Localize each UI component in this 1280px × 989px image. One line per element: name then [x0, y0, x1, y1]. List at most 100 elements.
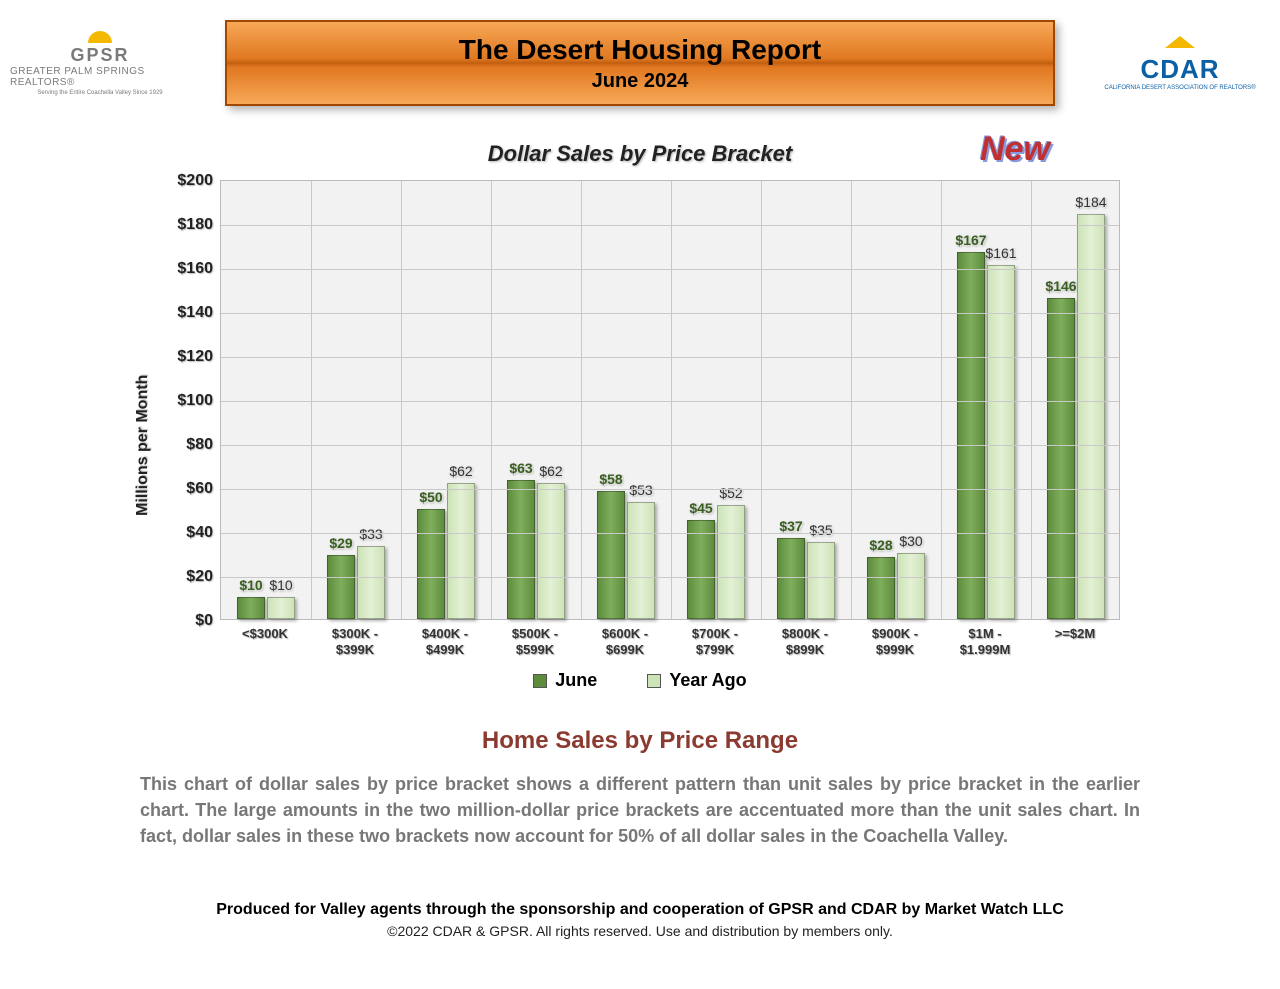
report-title: The Desert Housing Report [459, 34, 821, 66]
y-tick-label: $200 [177, 172, 221, 190]
gridline-v [1031, 181, 1032, 619]
bar-yearago [267, 597, 295, 619]
bar-label-yearago: $161 [985, 245, 1016, 261]
gpsr-logo: GPSR GREATER PALM SPRINGS REALTORS® Serv… [10, 28, 190, 98]
bar-label-june: $63 [509, 460, 532, 476]
bar-yearago [717, 505, 745, 619]
bar-label-yearago: $33 [359, 526, 382, 542]
chart-title: Dollar Sales by Price Bracket [488, 141, 793, 167]
gridline-h [221, 401, 1119, 402]
y-tick-label: $40 [186, 524, 221, 542]
bar-yearago [447, 483, 475, 619]
chart-legend: JuneYear Ago [90, 670, 1190, 691]
gridline-h [221, 357, 1119, 358]
bar-label-yearago: $184 [1075, 194, 1106, 210]
y-tick-label: $120 [177, 348, 221, 366]
gpsr-logo-sub: GREATER PALM SPRINGS REALTORS® [10, 66, 190, 88]
bar-yearago [357, 546, 385, 619]
gridline-v [401, 181, 402, 619]
x-tick-label: $800K - $899K [765, 626, 845, 659]
gridline-h [221, 445, 1119, 446]
bar-label-yearago: $30 [899, 533, 922, 549]
cdar-logo-text: CDAR [1140, 54, 1219, 85]
bar-june [597, 491, 625, 619]
gridline-v [941, 181, 942, 619]
gridline-h [221, 225, 1119, 226]
bar-label-june: $45 [689, 500, 712, 516]
bar-label-yearago: $35 [809, 522, 832, 538]
x-tick-label: $400K - $499K [405, 626, 485, 659]
cdar-tagline: CALIFORNIA DESERT ASSOCIATION OF REALTOR… [1104, 85, 1255, 91]
house-icon [1165, 36, 1195, 52]
y-tick-label: $160 [177, 260, 221, 278]
gridline-v [851, 181, 852, 619]
y-tick-label: $180 [177, 216, 221, 234]
y-tick-label: $100 [177, 392, 221, 410]
bar-june [867, 557, 895, 619]
x-tick-label: $500K - $599K [495, 626, 575, 659]
y-tick-label: $140 [177, 304, 221, 322]
bar-label-june: $37 [779, 518, 802, 534]
gridline-h [221, 489, 1119, 490]
bar-june [507, 480, 535, 619]
x-tick-label: $900K - $999K [855, 626, 935, 659]
gridline-h [221, 533, 1119, 534]
gridline-v [491, 181, 492, 619]
body-paragraph: This chart of dollar sales by price brac… [140, 771, 1140, 849]
bar-june [417, 509, 445, 619]
x-tick-label: $1M - $1.999M [945, 626, 1025, 659]
x-axis-ticks: <$300K $300K - $399K $400K - $499K $500K - … [220, 620, 1120, 664]
bar-june [957, 252, 985, 619]
cdar-logo: CDAR CALIFORNIA DESERT ASSOCIATION OF RE… [1090, 28, 1270, 98]
bar-label-yearago: $53 [629, 482, 652, 498]
y-axis-label: Millions per Month [134, 375, 152, 516]
gridline-v [311, 181, 312, 619]
bar-label-june: $58 [599, 471, 622, 487]
footer-line-2: ©2022 CDAR & GPSR. All rights reserved. … [0, 923, 1280, 939]
bar-label-june: $10 [239, 577, 262, 593]
bar-yearago [1077, 214, 1105, 619]
x-tick-label: >=$2M [1035, 626, 1115, 642]
bar-label-june: $28 [869, 537, 892, 553]
bar-yearago [537, 483, 565, 619]
x-tick-label: $600K - $699K [585, 626, 665, 659]
x-tick-label: <$300K [225, 626, 305, 642]
new-badge: New [980, 130, 1050, 169]
y-tick-label: $80 [186, 436, 221, 454]
bar-yearago [627, 502, 655, 619]
bar-yearago [897, 553, 925, 619]
bar-june [1047, 298, 1075, 619]
legend-swatch [533, 674, 547, 688]
x-tick-label: $300K - $399K [315, 626, 395, 659]
legend-swatch [647, 674, 661, 688]
gridline-v [761, 181, 762, 619]
bar-june [237, 597, 265, 619]
bar-label-yearago: $10 [269, 577, 292, 593]
bar-label-yearago: $62 [449, 463, 472, 479]
y-tick-label: $0 [195, 612, 221, 630]
y-tick-label: $60 [186, 480, 221, 498]
chart-container: Dollar Sales by Price Bracket New Millio… [90, 136, 1190, 691]
gridline-h [221, 577, 1119, 578]
gpsr-tagline: Serving the Entire Coachella Valley Sinc… [37, 90, 162, 96]
legend-item: Year Ago [647, 670, 746, 691]
legend-label: Year Ago [669, 670, 746, 691]
plot-area: $10$10$29$33$50$62$63$62$58$53$45$52$37$… [220, 180, 1120, 620]
bar-june [687, 520, 715, 619]
gpsr-logo-text: GPSR [70, 45, 129, 66]
footer-line-1: Produced for Valley agents through the s… [0, 901, 1280, 919]
gridline-h [221, 269, 1119, 270]
bar-label-june: $167 [955, 232, 986, 248]
bar-label-june: $50 [419, 489, 442, 505]
bar-label-june: $29 [329, 535, 352, 551]
report-subtitle: June 2024 [592, 70, 689, 93]
gridline-v [581, 181, 582, 619]
bar-yearago [987, 265, 1015, 619]
x-tick-label: $700K - $799K [675, 626, 755, 659]
bar-label-june: $146 [1045, 278, 1076, 294]
bar-yearago [807, 542, 835, 619]
section-subheading: Home Sales by Price Range [0, 727, 1280, 755]
gridline-h [221, 313, 1119, 314]
bar-june [327, 555, 355, 619]
bar-label-yearago: $52 [719, 485, 742, 501]
